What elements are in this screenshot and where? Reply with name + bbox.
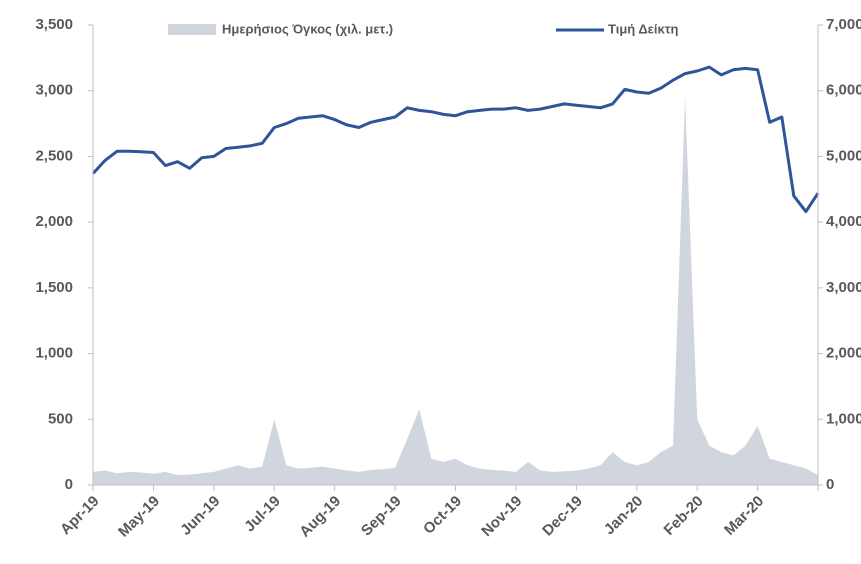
x-tick-label: Oct-19 (420, 493, 465, 538)
y2-tick-label: 4,000 (826, 213, 861, 230)
y2-tick-label: 6,000 (826, 82, 861, 99)
y-tick-label: 0 (65, 476, 73, 493)
y2-tick-label: 3,000 (826, 279, 861, 296)
y-tick-label: 2,000 (35, 213, 73, 230)
y-tick-label: 1,000 (35, 345, 73, 362)
y2-tick-label: 5,000 (826, 147, 861, 164)
y-tick-label: 3,500 (35, 16, 73, 33)
x-tick-label: Dec-19 (539, 493, 586, 540)
x-tick-label: Sep-19 (358, 493, 405, 540)
y2-tick-label: 7,000 (826, 16, 861, 33)
x-tick-label: Aug-19 (296, 493, 344, 541)
x-tick-label: Apr-19 (57, 493, 103, 539)
legend-label: Ημερήσιος Όγκος (χιλ. μετ.) (222, 21, 393, 36)
x-tick-label: Jun-19 (177, 493, 223, 539)
y-tick-label: 500 (48, 410, 73, 427)
volume-area (93, 97, 818, 486)
legend-swatch-area (168, 24, 216, 35)
y-tick-label: 2,500 (35, 147, 73, 164)
y2-tick-label: 0 (826, 476, 834, 493)
x-tick-label: Jan-20 (601, 493, 647, 539)
x-tick-label: Mar-20 (721, 493, 767, 539)
x-tick-label: Nov-19 (478, 493, 525, 540)
y-tick-label: 1,500 (35, 279, 73, 296)
x-tick-label: Jul-19 (241, 493, 284, 536)
x-tick-label: May-19 (115, 493, 163, 541)
price-line (91, 65, 820, 214)
legend-label: Τιμή Δείκτη (608, 21, 679, 36)
y-tick-label: 3,000 (35, 82, 73, 99)
x-tick-label: Feb-20 (661, 493, 707, 539)
y2-tick-label: 1,000 (826, 410, 861, 427)
y2-tick-label: 2,000 (826, 345, 861, 362)
